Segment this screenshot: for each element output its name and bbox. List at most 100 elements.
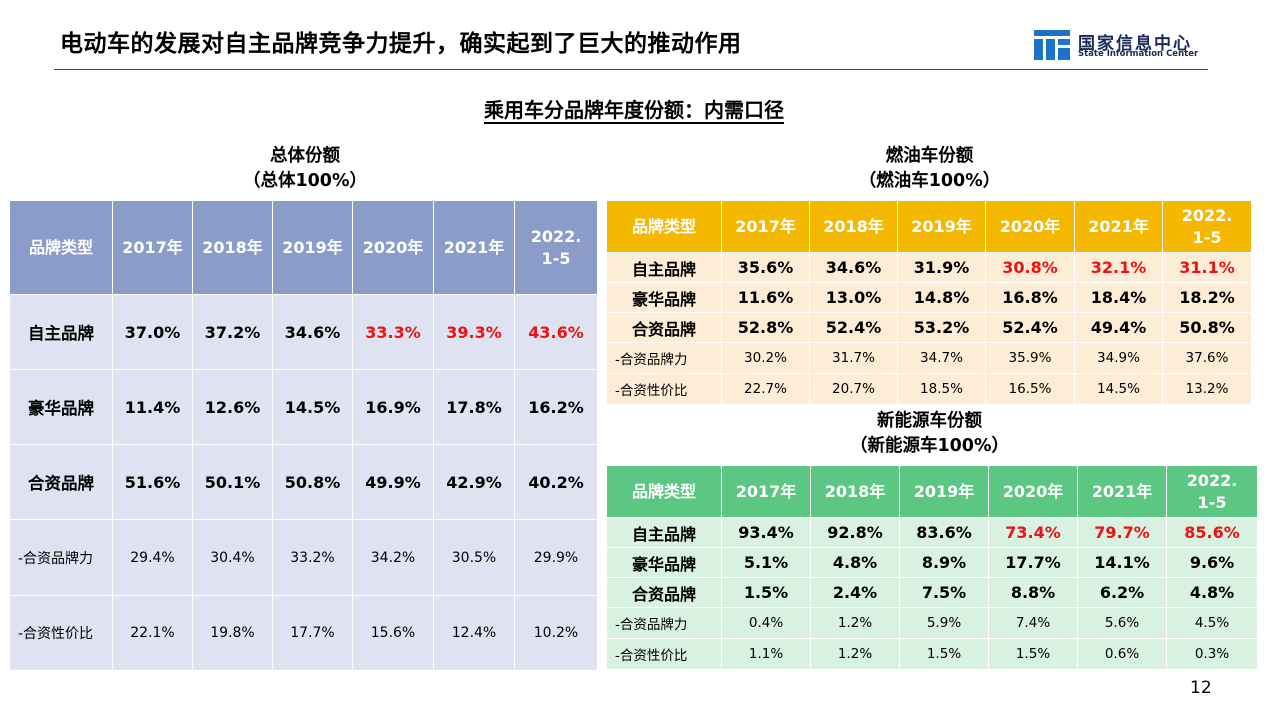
total-share-value-cell: 12.4% [433, 595, 515, 671]
table-row: 豪华品牌 11.6% 13.0% 14.8% 16.8% 18.4% 18.2% [606, 282, 1252, 313]
total-share-header-year: 2020年 [352, 200, 434, 295]
total-share-row-label: 豪华品牌 [9, 369, 113, 445]
fuel-share-value-cell: 52.4% [985, 312, 1075, 343]
table-row: 自主品牌 37.0% 37.2% 34.6% 33.3% 39.3% 43.6% [9, 294, 598, 370]
table-row: 合资品牌 52.8% 52.4% 53.2% 52.4% 49.4% 50.8% [606, 312, 1252, 343]
fuel-share-value-cell: 18.2% [1162, 282, 1252, 313]
total-share-header-row: 品牌类型 2017年 2018年 2019年 2020年 2021年 2022. 1-5 [9, 200, 598, 295]
nev-share-value-cell: 1.5% [988, 638, 1078, 670]
table-row: 豪华品牌 11.4% 12.6% 14.5% 16.9% 17.8% 16.2% [9, 369, 598, 445]
nev-share-value-cell: 4.5% [1166, 607, 1258, 639]
nev-share-header-year: 2017年 [721, 465, 811, 518]
fuel-share-row-label: 豪华品牌 [606, 282, 722, 313]
nev-share-value-cell: 5.9% [899, 607, 989, 639]
state-information-center-logo: 国家信息中心 State Information Center [1034, 29, 1214, 63]
fuel-share-value-cell: 13.2% [1162, 373, 1252, 405]
total-share-value-cell: 33.2% [272, 519, 353, 596]
fuel-share-header-year: 2020年 [985, 200, 1075, 253]
nev-share-value-cell: 1.2% [810, 607, 900, 639]
fuel-share-value-cell: 31.1% [1162, 252, 1252, 283]
total-share-row-label: 自主品牌 [9, 294, 113, 370]
nev-share-value-cell: 4.8% [810, 547, 900, 578]
total-share-value-cell: 29.4% [112, 519, 193, 596]
fuel-share-row-label: -合资性价比 [606, 373, 722, 405]
nev-share-value-cell: 92.8% [810, 517, 900, 548]
nev-share-value-cell: 7.4% [988, 607, 1078, 639]
page-number: 12 [1190, 678, 1212, 698]
nev-share-caption: 新能源车份额 （新能源车100%） [607, 409, 1252, 459]
total-share-value-cell: 37.0% [112, 294, 193, 370]
nev-share-header-brand-type: 品牌类型 [606, 465, 722, 518]
fuel-share-value-cell: 53.2% [897, 312, 986, 343]
main-heading: 乘用车分品牌年度份额：内需口径 [0, 94, 1268, 123]
nev-share-row-label: 豪华品牌 [606, 547, 722, 578]
fuel-share-value-cell: 31.9% [897, 252, 986, 283]
logo-chinese-name: 国家信息中心 [1078, 34, 1192, 54]
fuel-share-value-cell: 30.8% [985, 252, 1075, 283]
total-share-value-cell: 15.6% [352, 595, 434, 671]
total-share-value-cell: 10.2% [514, 595, 598, 671]
total-share-value-cell: 17.7% [272, 595, 353, 671]
fuel-share-value-cell: 16.8% [985, 282, 1075, 313]
fuel-share-row-label: -合资品牌力 [606, 342, 722, 374]
table-row: -合资性价比 22.7% 20.7% 18.5% 16.5% 14.5% 13.2% [606, 373, 1252, 405]
table-row: -合资品牌力 30.2% 31.7% 34.7% 35.9% 34.9% 37.6% [606, 342, 1252, 374]
nev-share-header-year: 2018年 [810, 465, 900, 518]
nev-share-value-cell: 83.6% [899, 517, 989, 548]
nev-share-value-cell: 17.7% [988, 547, 1078, 578]
total-share-header-brand-type: 品牌类型 [9, 200, 113, 295]
total-share-value-cell: 42.9% [433, 444, 515, 520]
fuel-share-value-cell: 11.6% [721, 282, 810, 313]
nev-share-row-label: -合资品牌力 [606, 607, 722, 639]
fuel-share-value-cell: 52.8% [721, 312, 810, 343]
fuel-share-value-cell: 31.7% [809, 342, 898, 374]
main-heading-text: 乘用车分品牌年度份额：内需口径 [484, 98, 784, 122]
total-share-value-cell: 43.6% [514, 294, 598, 370]
table-row: -合资性价比 1.1% 1.2% 1.5% 1.5% 0.6% 0.3% [606, 638, 1258, 670]
nev-share-title: 新能源车份额 [877, 411, 982, 431]
total-share-value-cell: 34.2% [352, 519, 434, 596]
fuel-share-header-brand-type: 品牌类型 [606, 200, 722, 253]
total-share-value-cell: 19.8% [192, 595, 273, 671]
table-row: -合资品牌力 0.4% 1.2% 5.9% 7.4% 5.6% 4.5% [606, 607, 1258, 639]
table-row: 合资品牌 1.5% 2.4% 7.5% 8.8% 6.2% 4.8% [606, 577, 1258, 608]
fuel-share-header-year: 2019年 [897, 200, 986, 253]
total-share-value-cell: 16.9% [352, 369, 434, 445]
nev-share-value-cell: 1.2% [810, 638, 900, 670]
nev-share-header-row: 品牌类型 2017年 2018年 2019年 2020年 2021年 2022. 1-5 [606, 465, 1258, 518]
nev-share-value-cell: 0.6% [1077, 638, 1167, 670]
fuel-share-value-cell: 49.4% [1074, 312, 1163, 343]
total-share-value-cell: 30.4% [192, 519, 273, 596]
total-share-header-year: 2018年 [192, 200, 273, 295]
total-share-value-cell: 50.1% [192, 444, 273, 520]
nev-share-header-year: 2022. 1-5 [1166, 465, 1258, 518]
fuel-share-header-year: 2022. 1-5 [1162, 200, 1252, 253]
total-share-value-cell: 11.4% [112, 369, 193, 445]
total-share-header-year: 2022. 1-5 [514, 200, 598, 295]
nev-share-value-cell: 93.4% [721, 517, 811, 548]
total-share-value-cell: 34.6% [272, 294, 353, 370]
total-share-title: 总体份额 [270, 146, 340, 166]
total-share-header-year: 2021年 [433, 200, 515, 295]
fuel-share-header-year: 2017年 [721, 200, 810, 253]
nev-share-value-cell: 7.5% [899, 577, 989, 608]
fuel-share-row-label: 自主品牌 [606, 252, 722, 283]
total-share-value-cell: 29.9% [514, 519, 598, 596]
nev-share-row-label: -合资性价比 [606, 638, 722, 670]
total-share-row-label: 合资品牌 [9, 444, 113, 520]
fuel-share-title: 燃油车份额 [885, 146, 974, 166]
nev-share-row-label: 合资品牌 [606, 577, 722, 608]
slide-title: 电动车的发展对自主品牌竞争力提升，确实起到了巨大的推动作用 [60, 31, 742, 57]
total-share-value-cell: 12.6% [192, 369, 273, 445]
total-share-value-cell: 14.5% [272, 369, 353, 445]
nev-share-value-cell: 4.8% [1166, 577, 1258, 608]
fuel-share-value-cell: 14.5% [1074, 373, 1163, 405]
nev-share-value-cell: 6.2% [1077, 577, 1167, 608]
fuel-share-table: 品牌类型 2017年 2018年 2019年 2020年 2021年 2022. 1-5 自主… [606, 200, 1252, 405]
nev-share-value-cell: 0.4% [721, 607, 811, 639]
fuel-share-value-cell: 18.4% [1074, 282, 1163, 313]
fuel-share-value-cell: 32.1% [1074, 252, 1163, 283]
table-row: 自主品牌 35.6% 34.6% 31.9% 30.8% 32.1% 31.1% [606, 252, 1252, 283]
total-share-value-cell: 50.8% [272, 444, 353, 520]
nev-share-value-cell: 73.4% [988, 517, 1078, 548]
